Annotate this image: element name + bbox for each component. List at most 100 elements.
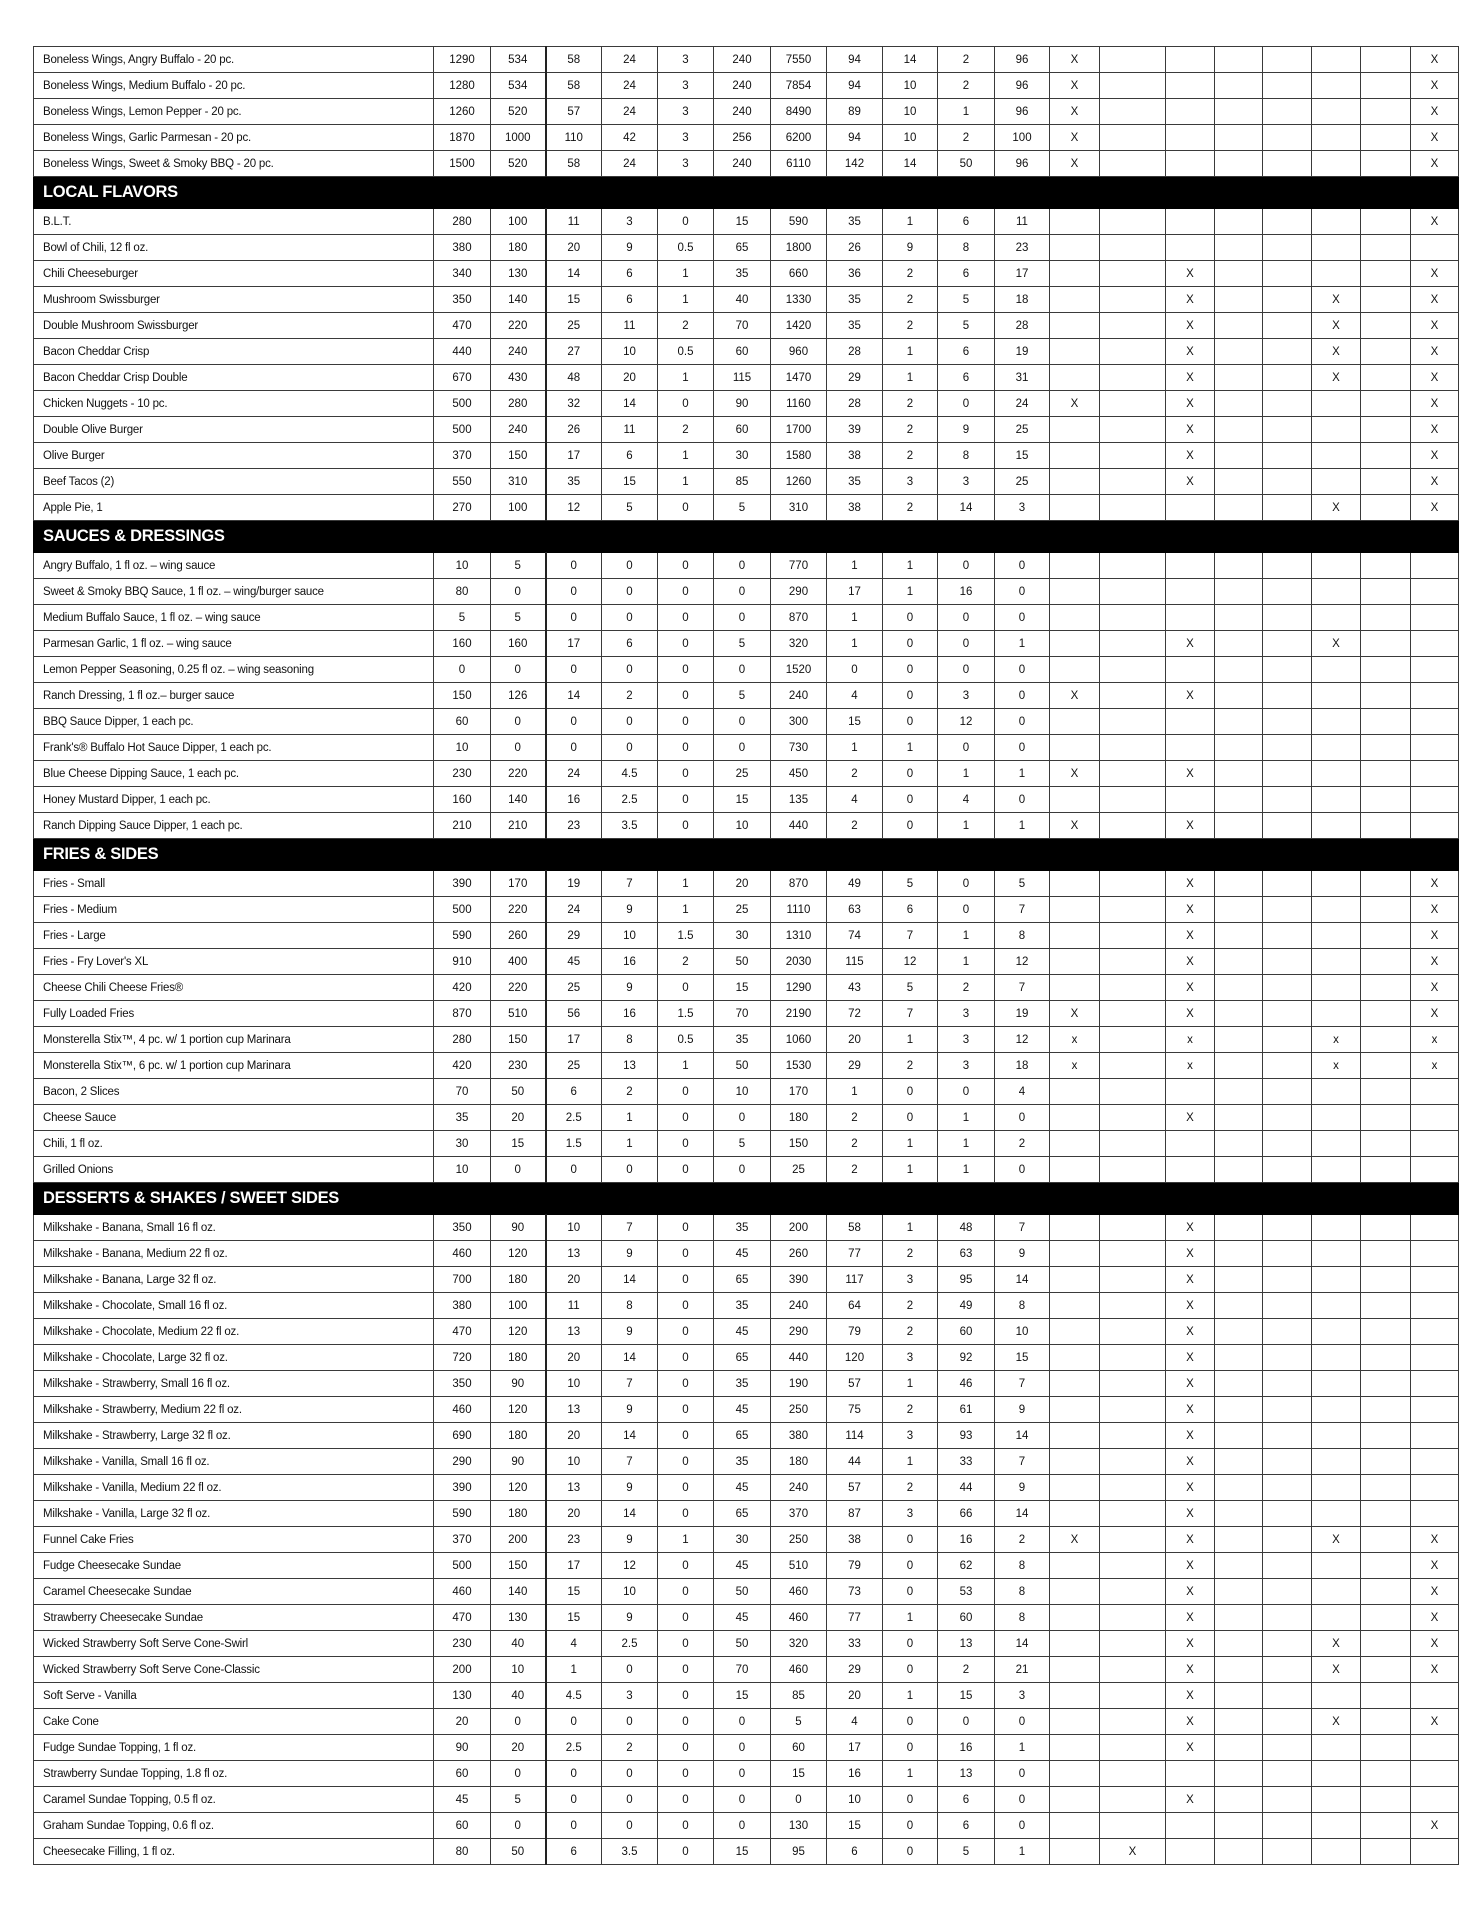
nutrition-value: 0 bbox=[994, 656, 1050, 683]
nutrition-value: 95 bbox=[770, 1838, 827, 1865]
allergen-mark: X bbox=[1165, 974, 1215, 1001]
nutrition-value: 29 bbox=[826, 1052, 883, 1079]
allergen-mark bbox=[1099, 708, 1166, 735]
allergen-mark bbox=[1360, 786, 1411, 813]
allergen-mark bbox=[1410, 234, 1459, 261]
item-name: Grilled Onions bbox=[33, 1156, 434, 1183]
table-row: Soft Serve - Vanilla 130 40 4.5 3 0 15 85 20 1 15 3… bbox=[33, 1682, 1459, 1709]
allergen-mark bbox=[1311, 442, 1361, 469]
allergen-mark bbox=[1311, 72, 1361, 99]
nutrition-value: 90 bbox=[490, 1214, 546, 1241]
allergen-mark bbox=[1410, 812, 1459, 839]
nutrition-value: 30 bbox=[433, 1130, 491, 1157]
nutrition-value: 45 bbox=[713, 1604, 771, 1631]
nutrition-value: 2 bbox=[882, 442, 938, 469]
nutrition-value: 6 bbox=[937, 208, 995, 235]
allergen-mark bbox=[1311, 682, 1361, 709]
allergen-mark bbox=[1262, 1552, 1312, 1579]
allergen-mark: X bbox=[1410, 1656, 1459, 1683]
allergen-mark bbox=[1262, 286, 1312, 313]
nutrition-value: 180 bbox=[770, 1104, 827, 1131]
nutrition-value: 3 bbox=[882, 1266, 938, 1293]
nutrition-value: 1 bbox=[601, 1104, 658, 1131]
nutrition-value: 10 bbox=[601, 338, 658, 365]
table-row: Lemon Pepper Seasoning, 0.25 fl oz. – wi… bbox=[33, 656, 1459, 683]
nutrition-value: 0 bbox=[657, 708, 714, 735]
nutrition-value: 9 bbox=[601, 1604, 658, 1631]
allergen-mark: X bbox=[1311, 364, 1361, 391]
allergen-mark: X bbox=[1311, 312, 1361, 339]
allergen-mark bbox=[1214, 656, 1263, 683]
allergen-mark bbox=[1410, 1500, 1459, 1527]
allergen-mark bbox=[1214, 72, 1263, 99]
allergen-mark bbox=[1262, 578, 1312, 605]
nutrition-value: 50 bbox=[713, 948, 771, 975]
allergen-mark bbox=[1311, 812, 1361, 839]
nutrition-value: 24 bbox=[544, 760, 602, 787]
nutrition-value: 0 bbox=[657, 1786, 714, 1813]
allergen-mark bbox=[1099, 1448, 1166, 1475]
allergen-mark bbox=[1311, 1104, 1361, 1131]
nutrition-value: 0 bbox=[937, 870, 995, 897]
allergen-mark: X bbox=[1165, 1318, 1215, 1345]
nutrition-value: 25 bbox=[994, 468, 1050, 495]
allergen-mark bbox=[1360, 760, 1411, 787]
nutrition-value: 730 bbox=[770, 734, 827, 761]
nutrition-value: 130 bbox=[433, 1682, 491, 1709]
allergen-mark bbox=[1262, 896, 1312, 923]
nutrition-value: 5 bbox=[937, 286, 995, 313]
allergen-mark bbox=[1099, 1474, 1166, 1501]
allergen-mark bbox=[1165, 1812, 1215, 1839]
nutrition-value: 150 bbox=[490, 1552, 546, 1579]
nutrition-value: 2 bbox=[882, 416, 938, 443]
nutrition-value: 590 bbox=[770, 208, 827, 235]
allergen-mark bbox=[1410, 1214, 1459, 1241]
nutrition-value: 3 bbox=[657, 124, 714, 151]
nutrition-value: 0.5 bbox=[657, 338, 714, 365]
nutrition-value: 1520 bbox=[770, 656, 827, 683]
item-name: Wicked Strawberry Soft Serve Cone-Swirl bbox=[33, 1630, 434, 1657]
nutrition-value: 15 bbox=[713, 974, 771, 1001]
allergen-mark bbox=[1262, 656, 1312, 683]
allergen-mark bbox=[1049, 286, 1100, 313]
allergen-mark bbox=[1049, 948, 1100, 975]
nutrition-value: 590 bbox=[433, 922, 491, 949]
allergen-mark bbox=[1099, 1344, 1166, 1371]
nutrition-value: 13 bbox=[544, 1240, 602, 1267]
nutrition-value: 1 bbox=[826, 552, 883, 579]
allergen-mark bbox=[1214, 1000, 1263, 1027]
nutrition-value: 27 bbox=[544, 338, 602, 365]
allergen-mark bbox=[1311, 1760, 1361, 1787]
nutrition-value: 30 bbox=[713, 442, 771, 469]
allergen-mark bbox=[1262, 1786, 1312, 1813]
section-title: DESSERTS & SHAKES / SWEET SIDES bbox=[33, 1182, 1459, 1215]
allergen-mark: X bbox=[1311, 1708, 1361, 1735]
nutrition-value: 130 bbox=[490, 260, 546, 287]
item-name: Double Mushroom Swissburger bbox=[33, 312, 434, 339]
allergen-mark bbox=[1165, 1156, 1215, 1183]
nutrition-value: 120 bbox=[490, 1240, 546, 1267]
nutrition-value: 2.5 bbox=[544, 1104, 602, 1131]
nutrition-value: 0 bbox=[657, 1708, 714, 1735]
allergen-mark bbox=[1214, 1344, 1263, 1371]
allergen-mark bbox=[1360, 922, 1411, 949]
nutrition-value: 1 bbox=[826, 734, 883, 761]
nutrition-value: 26 bbox=[544, 416, 602, 443]
nutrition-value: 0 bbox=[882, 1630, 938, 1657]
allergen-mark bbox=[1049, 708, 1100, 735]
allergen-mark: X bbox=[1099, 1838, 1166, 1865]
nutrition-value: 9 bbox=[601, 896, 658, 923]
allergen-mark bbox=[1214, 1656, 1263, 1683]
nutrition-value: 0 bbox=[657, 1156, 714, 1183]
table-row: Wicked Strawberry Soft Serve Cone-Classi… bbox=[33, 1656, 1459, 1683]
allergen-mark bbox=[1360, 1396, 1411, 1423]
nutrition-value: 0 bbox=[994, 1104, 1050, 1131]
nutrition-value: 9 bbox=[882, 234, 938, 261]
nutrition-value: 7 bbox=[994, 1448, 1050, 1475]
nutrition-value: 390 bbox=[433, 1474, 491, 1501]
allergen-mark bbox=[1214, 1214, 1263, 1241]
item-name: Olive Burger bbox=[33, 442, 434, 469]
nutrition-value: 1 bbox=[657, 364, 714, 391]
allergen-mark bbox=[1049, 1318, 1100, 1345]
allergen-mark bbox=[1410, 1786, 1459, 1813]
